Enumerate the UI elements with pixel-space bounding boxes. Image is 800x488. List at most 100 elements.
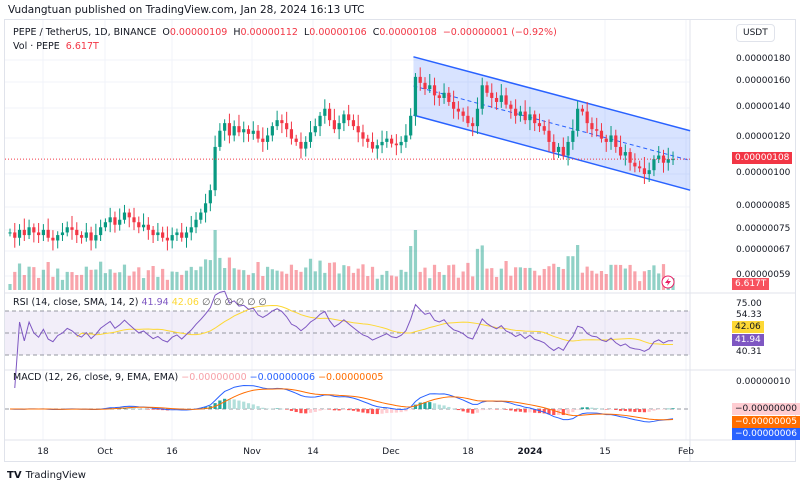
volume-bar xyxy=(394,276,398,290)
volume-bar xyxy=(32,267,36,290)
volume-bar xyxy=(175,271,179,290)
macd-histogram-bar xyxy=(404,409,408,412)
macd-histogram-bar xyxy=(390,409,394,413)
rsi-tag: 41.94 xyxy=(732,334,764,346)
candle-body xyxy=(533,114,537,124)
volume-bar xyxy=(94,269,98,290)
candle-body xyxy=(199,212,203,220)
macd-histogram-bar xyxy=(342,409,346,410)
macd-histogram-bar xyxy=(585,407,589,409)
candle-body xyxy=(537,123,542,127)
volume-bar xyxy=(189,266,193,290)
candle-body xyxy=(108,217,112,223)
candle-body xyxy=(265,135,270,142)
candle-body xyxy=(571,130,575,142)
macd-histogram-bar xyxy=(514,409,518,412)
price-axis-label: 0.00000075 xyxy=(736,224,791,234)
candle-body xyxy=(251,130,255,134)
candle-body xyxy=(180,232,184,238)
volume-bar xyxy=(375,278,379,290)
volume-bar xyxy=(165,279,170,290)
macd-histogram-bar xyxy=(375,409,379,415)
candle-body xyxy=(547,130,551,142)
volume-bar xyxy=(84,266,88,290)
candle-body xyxy=(351,120,356,127)
macd-histogram-bar xyxy=(528,409,532,413)
candle-body xyxy=(599,130,604,139)
candle-body xyxy=(528,114,532,121)
rsi-label[interactable]: RSI (14, close, SMA, 14, 2) xyxy=(13,297,139,308)
volume-bar xyxy=(127,275,131,290)
volume-bar xyxy=(65,271,69,290)
volume-label[interactable]: Vol · PEPE xyxy=(13,41,60,52)
macd-histogram-bar xyxy=(385,409,389,414)
macd-histogram-bar xyxy=(223,398,227,409)
candle-body xyxy=(65,227,69,233)
candle-body xyxy=(285,123,289,130)
volume-bar xyxy=(595,273,599,290)
macd-histogram-bar xyxy=(237,400,241,409)
chart-frame xyxy=(4,19,796,462)
candle-body xyxy=(647,170,651,175)
macd-histogram-bar xyxy=(265,408,270,410)
macd-histogram-bar xyxy=(471,409,475,414)
volume-bar xyxy=(542,268,546,290)
macd-histogram-bar xyxy=(504,409,508,410)
volume-bar xyxy=(423,267,427,290)
candle-body xyxy=(404,135,408,142)
tradingview-logo[interactable]: 𝗧𝗩 TradingView xyxy=(7,470,86,481)
candle-body xyxy=(585,111,589,124)
candle-body xyxy=(590,123,594,130)
volume-bar xyxy=(599,271,604,290)
low-value: 0.00000106 xyxy=(309,27,367,38)
volume-bar xyxy=(37,277,41,290)
macd-histogram-bar xyxy=(571,409,575,413)
volume-bar xyxy=(46,262,50,290)
candle-body xyxy=(604,138,608,142)
macd-histogram-bar xyxy=(480,409,484,411)
macd-histogram-bar xyxy=(666,408,670,410)
rsi-line xyxy=(14,290,674,389)
volume-bar xyxy=(75,275,79,290)
candle-body xyxy=(618,146,623,156)
macd-histogram-bar xyxy=(304,409,308,414)
macd-histogram-bar xyxy=(261,407,265,409)
macd-histogram-bar xyxy=(366,409,370,414)
candle-body xyxy=(113,217,117,225)
candle-body xyxy=(432,85,437,96)
candle-body xyxy=(304,141,308,149)
candle-body xyxy=(514,108,518,116)
macd-histogram-bar xyxy=(332,409,336,411)
volume-bar xyxy=(657,273,661,290)
macd-histogram-bar xyxy=(232,399,236,409)
channel-mid-line xyxy=(413,85,691,161)
candle-body xyxy=(184,232,189,238)
currency-button[interactable]: USDT xyxy=(736,24,775,42)
macd-histogram-bar xyxy=(246,403,251,409)
volume-bar xyxy=(199,266,203,290)
volume-bar xyxy=(638,281,642,290)
macd-histogram-bar xyxy=(499,409,503,410)
symbol-title[interactable]: PEPE / TetherUS, 1D, BINANCE xyxy=(13,27,157,38)
candle-body xyxy=(456,108,460,112)
volume-bar xyxy=(647,270,651,290)
macd-histogram-bar xyxy=(647,409,651,412)
macd-histogram-bar xyxy=(308,409,313,413)
macd-label[interactable]: MACD (12, 26, close, 9, EMA, EMA) xyxy=(13,372,179,383)
macd-histogram-bar xyxy=(418,402,422,409)
volume-bar xyxy=(385,270,389,290)
time-axis-label: Dec xyxy=(382,447,400,457)
volume-bar xyxy=(533,270,537,290)
channel-upper-line xyxy=(413,56,691,132)
candle-body xyxy=(509,104,513,109)
price-axis-label: 0.00000140 xyxy=(736,102,791,112)
macd-histogram-bar xyxy=(652,409,656,411)
macd-histogram-bar xyxy=(638,409,642,413)
time-axis-label: 14 xyxy=(307,447,319,457)
volume-bar xyxy=(437,272,441,290)
macd-histogram-bar xyxy=(299,409,303,414)
rsi-axis-75: 75.00 xyxy=(736,299,762,309)
volume-bar xyxy=(89,269,93,290)
candle-body xyxy=(46,229,50,238)
